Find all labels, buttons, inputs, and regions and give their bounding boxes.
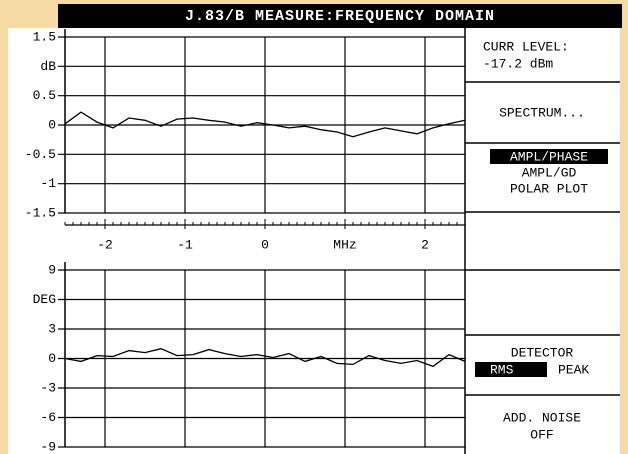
y-tick-label: -0.5 xyxy=(25,147,56,162)
y-tick-label: 9 xyxy=(48,262,56,277)
detector-label: DETECTOR xyxy=(511,345,574,360)
y-tick-label: -1 xyxy=(40,176,56,191)
level-value: -17.2 dBm xyxy=(483,56,553,71)
y-tick-label: -1.5 xyxy=(25,205,56,220)
y-tick-label: 1.5 xyxy=(33,29,56,44)
y-tick-label: 0 xyxy=(48,351,56,366)
softkey-panel xyxy=(464,28,620,454)
y-tick-label: -3 xyxy=(40,380,56,395)
softkey-spectrum[interactable]: SPECTRUM... xyxy=(499,105,585,120)
level-label: CURR LEVEL: xyxy=(483,39,569,54)
trace-line xyxy=(64,111,466,138)
y-tick-label: -6 xyxy=(40,410,56,425)
x-tick-label: -1 xyxy=(177,237,193,252)
selection-highlight xyxy=(475,362,547,377)
mode-option[interactable]: AMPL/GD xyxy=(522,165,577,180)
y-tick-label: 3 xyxy=(48,321,56,336)
y-tick-label: dB xyxy=(40,59,56,74)
noise-label[interactable]: ADD. NOISE xyxy=(503,410,581,425)
x-tick-label: -2 xyxy=(97,237,113,252)
y-tick-label: 0.5 xyxy=(33,88,56,103)
y-tick-label: DEG xyxy=(33,292,56,307)
mode-option[interactable]: AMPL/PHASE xyxy=(510,149,588,164)
y-tick-label: -9 xyxy=(40,439,56,454)
x-tick-label: 0 xyxy=(261,237,269,252)
x-tick-label: MHz xyxy=(333,237,356,252)
screen-area xyxy=(8,28,620,454)
detector-option[interactable]: RMS xyxy=(490,362,514,377)
noise-value: OFF xyxy=(530,427,553,442)
x-tick-label: 2 xyxy=(421,237,429,252)
mode-option[interactable]: POLAR PLOT xyxy=(510,181,588,196)
screen-title: J.83/B MEASURE:FREQUENCY DOMAIN xyxy=(185,8,495,25)
detector-option[interactable]: PEAK xyxy=(558,362,589,377)
title-bar xyxy=(58,4,622,28)
trace-line xyxy=(64,348,466,368)
y-tick-label: 0 xyxy=(48,117,56,132)
selection-highlight xyxy=(490,149,608,164)
